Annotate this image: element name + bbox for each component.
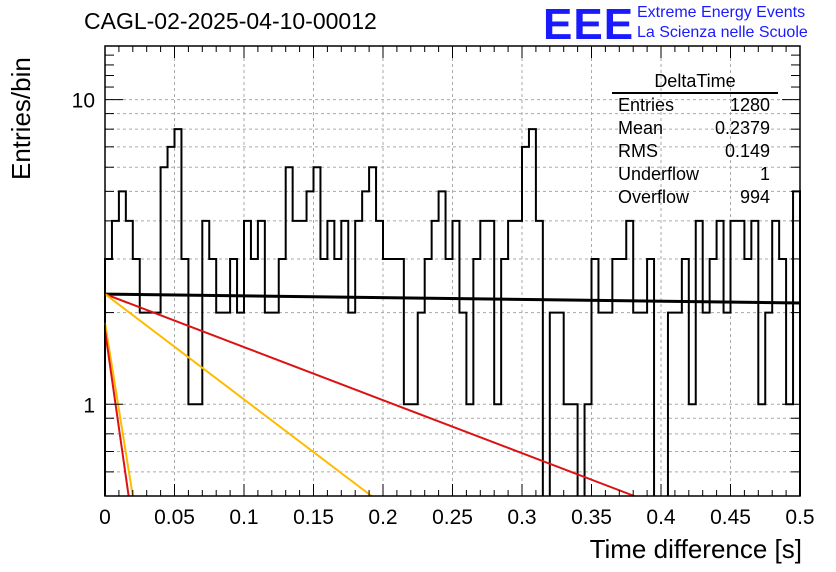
y-tick-label: 1 <box>83 394 95 417</box>
x-tick-label: 0 <box>99 506 111 529</box>
fit-line-medium <box>104 293 373 497</box>
stats-row-underflow: Underflow 1 <box>612 163 778 186</box>
stats-value: 1 <box>759 164 770 184</box>
stats-row-entries: Entries 1280 <box>612 94 778 117</box>
x-tick-label: 0.15 <box>293 506 334 529</box>
x-tick-label: 0.45 <box>710 506 751 529</box>
stats-label: Mean <box>618 118 664 138</box>
y-tick-label: 10 <box>72 90 95 113</box>
x-tick-label: 0.25 <box>432 506 473 529</box>
x-tick-label: 0.2 <box>368 506 397 529</box>
stats-label: Underflow <box>618 164 700 184</box>
stats-row-mean: Mean 0.2379 <box>612 117 778 140</box>
stats-value: 994 <box>739 187 770 207</box>
fit-line-flat <box>104 292 801 305</box>
fit-line-fast-yellow <box>104 322 134 497</box>
stats-label: Entries <box>618 95 675 115</box>
stats-row-overflow: Overflow 994 <box>612 186 778 209</box>
x-tick-label: 0.5 <box>785 506 814 529</box>
x-tick-label: 0.35 <box>571 506 612 529</box>
eee-logo: EEE <box>543 0 635 49</box>
stats-label: Overflow <box>618 187 690 207</box>
histogram-line <box>104 128 801 496</box>
x-tick-label: 0.4 <box>646 506 676 529</box>
x-axis-label: Time difference [s] <box>589 534 802 564</box>
logo-line-2: La Scienza nelle Scuole <box>637 24 808 41</box>
stats-title: DeltaTime <box>612 70 778 94</box>
x-tick-label: 0.1 <box>229 506 258 529</box>
stats-label: RMS <box>618 141 658 161</box>
fit-line-slow <box>104 293 635 497</box>
chart-title: CAGL-02-2025-04-10-00012 <box>84 8 377 34</box>
logo-line-1: Extreme Energy Events <box>637 4 806 21</box>
stats-value: 0.149 <box>724 141 770 161</box>
x-tick-label: 0.3 <box>507 506 536 529</box>
stats-value: 0.2379 <box>714 118 770 138</box>
stats-row-rms: RMS 0.149 <box>612 140 778 163</box>
stats-value: 1280 <box>729 95 770 115</box>
stats-box: DeltaTime Entries 1280 Mean 0.2379 RMS 0… <box>612 70 778 209</box>
fit-line-fast-red <box>104 330 130 497</box>
y-axis-label: Entries/bin <box>6 57 36 180</box>
x-tick-label: 0.05 <box>154 506 195 529</box>
